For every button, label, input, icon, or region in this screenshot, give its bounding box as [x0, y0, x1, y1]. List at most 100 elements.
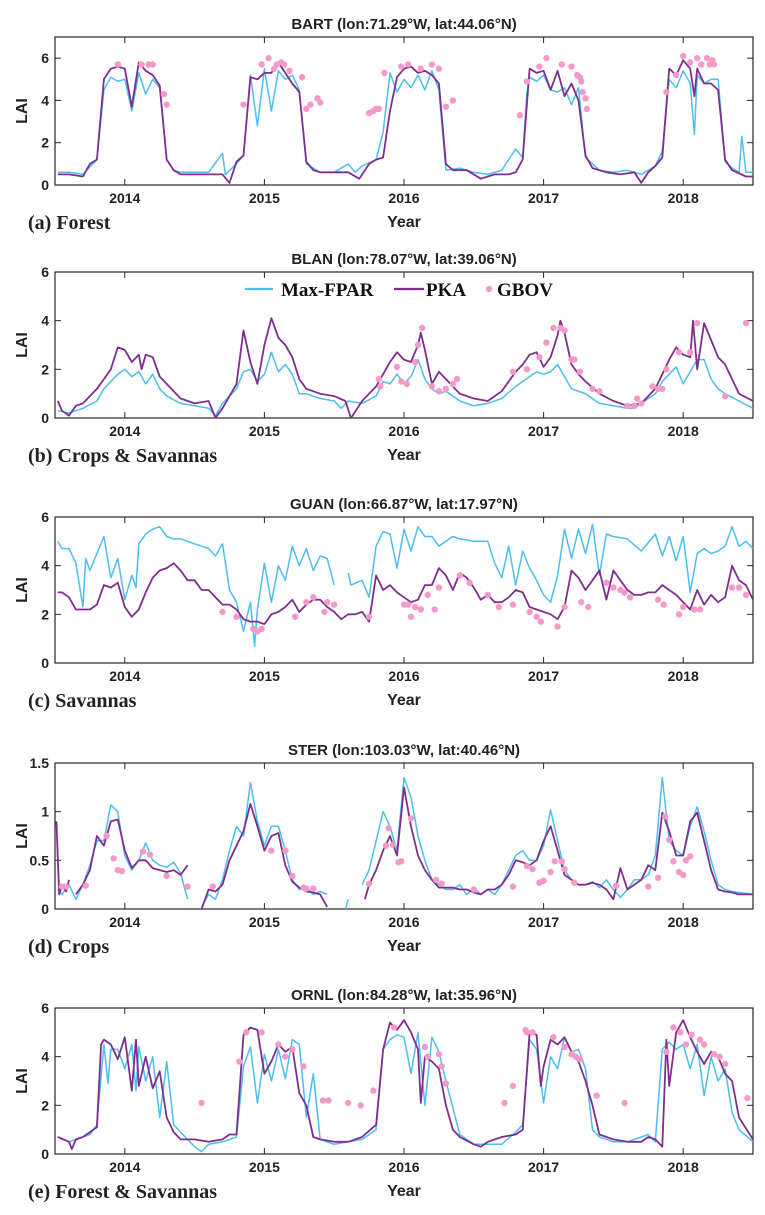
x-tick-label: 2015 [249, 668, 280, 684]
y-axis-label: LAI [14, 823, 31, 849]
gbov-point [554, 623, 561, 630]
legend-label-pka: PKA [426, 280, 466, 301]
gbov-point [391, 1024, 398, 1031]
gbov-point [449, 380, 457, 388]
gbov-point [677, 1029, 684, 1036]
y-tick-label: 0.5 [30, 852, 50, 868]
gbov-point [698, 61, 705, 68]
gbov-point [633, 395, 641, 402]
gbov-point [417, 65, 424, 72]
gbov-point [523, 366, 531, 373]
legend-swatch-gbov [485, 285, 493, 293]
max-fpar-line [57, 351, 753, 417]
panel-title: STER (lon:103.03°W, lat:40.46°N) [288, 742, 520, 759]
gbov-point [103, 832, 110, 840]
gbov-point [585, 603, 592, 611]
gbov-point [670, 858, 677, 865]
y-tick-label: 6 [41, 509, 49, 525]
gbov-point [466, 579, 473, 586]
gbov-point [258, 625, 265, 633]
gbov-point [438, 1063, 445, 1070]
gbov-point [682, 1041, 690, 1048]
gbov-point [561, 865, 568, 873]
legend-label-max-fpar: Max-FPAR [281, 280, 374, 301]
y-tick-label: 0 [41, 901, 49, 917]
gbov-point [428, 383, 436, 390]
panel-c: GUAN (lon:66.87°W, lat:17.97°N) 2014 2015 2… [14, 496, 754, 712]
gbov-point [561, 327, 568, 334]
gbov-point [184, 883, 191, 890]
gbov-point [624, 402, 631, 410]
y-tick-label: 6 [41, 50, 49, 66]
y-tick-label: 2 [41, 1097, 49, 1113]
panel-b: BLAN (lon:78.07°W, lat:39.06°N) 2014 2015 2… [14, 251, 754, 467]
max-fpar-line [57, 67, 753, 176]
panel-label: (b) Crops & Savannas [28, 445, 217, 467]
gbov-point [501, 1099, 508, 1107]
gbov-point [233, 613, 240, 620]
gbov-point [138, 61, 145, 68]
gbov-point [442, 1080, 450, 1087]
gbov-point [529, 865, 536, 873]
gbov-point [403, 380, 410, 388]
x-tick-label: 2017 [528, 423, 559, 439]
gbov-point [236, 1058, 243, 1065]
legend: Max-FPAR PKA GBOV [245, 280, 553, 301]
gbov-point [523, 1029, 531, 1036]
x-tick-label: 2017 [528, 190, 559, 206]
gbov-point [268, 847, 275, 854]
gbov-point [389, 841, 397, 848]
gbov-point [533, 613, 540, 620]
axes-box [54, 1007, 754, 1155]
x-tick-label: 2014 [109, 914, 140, 930]
gbov-point [691, 606, 698, 613]
panel-e: ORNL (lon:84.28°W, lat:35.96°N) 2014 2015 2… [14, 987, 754, 1203]
gbov-point [382, 842, 390, 849]
gbov-point [393, 363, 401, 371]
gbov-point [411, 358, 419, 366]
gbov-point [561, 603, 568, 611]
x-axis-label: Year [387, 1183, 421, 1200]
x-axis-label: Year [387, 214, 421, 231]
gbov-point [621, 1099, 628, 1107]
gbov-point [303, 105, 310, 113]
gbov-point [561, 1043, 568, 1051]
x-tick-label: 2014 [109, 1159, 140, 1175]
gbov-point [568, 63, 575, 70]
gbov-point [742, 591, 750, 599]
gbov-point [663, 1048, 670, 1056]
x-tick-label: 2016 [388, 668, 419, 684]
gbov-point [280, 61, 288, 68]
pka-line [57, 1019, 753, 1150]
pka-line [55, 786, 753, 909]
gbov-point [163, 101, 170, 108]
x-tick-label: 2014 [109, 668, 140, 684]
gbov-point [550, 1034, 557, 1041]
panel-label: (a) Forest [28, 212, 111, 234]
gbov-point [298, 73, 306, 81]
gbov-point [596, 388, 603, 395]
axes-box [54, 36, 754, 186]
gbov-point [540, 877, 547, 884]
x-tick-label: 2016 [388, 1159, 419, 1175]
gbov-point [258, 1029, 265, 1036]
gbov-point [735, 584, 743, 591]
gbov-point [728, 584, 736, 591]
gbov-point [435, 65, 443, 72]
gbov-point [710, 1051, 718, 1058]
gbov-point [365, 613, 373, 620]
gbov-point [663, 366, 670, 373]
gbov-point [537, 618, 545, 625]
gbov-point [610, 584, 617, 591]
gbov-point [509, 883, 517, 890]
gbov-point [686, 853, 694, 860]
plot-area [57, 52, 753, 184]
gbov-point [536, 63, 543, 70]
plot-area [57, 1019, 753, 1153]
gbov-point [612, 882, 620, 889]
panel-a: BART (lon:71.29°W, lat:44.06°N) 2014 2015 2… [14, 16, 754, 234]
gbov-point [659, 385, 666, 392]
y-tick-label: 4 [41, 558, 49, 574]
gbov-point [547, 868, 554, 876]
